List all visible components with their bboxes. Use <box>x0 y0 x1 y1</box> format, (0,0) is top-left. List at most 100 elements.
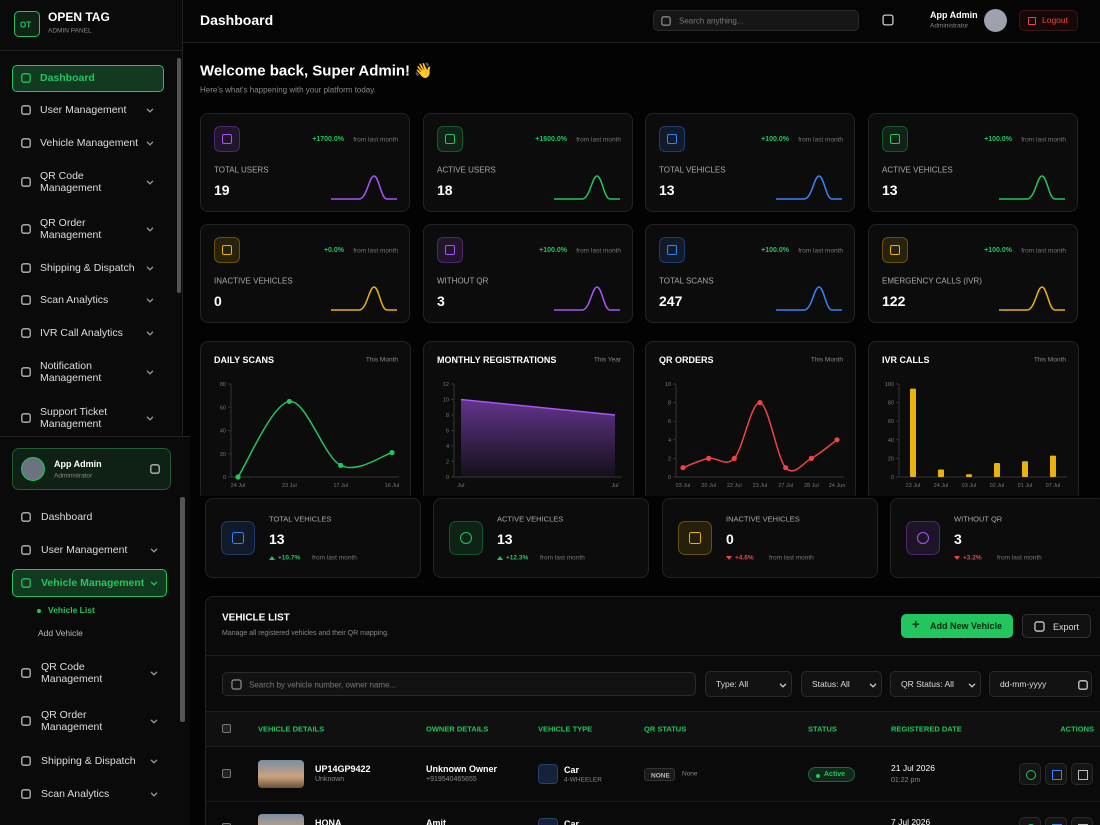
icon <box>21 367 31 377</box>
chart-subtitle: This Month <box>810 356 843 364</box>
x-tick-label: 23 Jul <box>753 483 768 489</box>
icon <box>1034 621 1045 632</box>
filter[interactable]: Type: All <box>705 671 792 697</box>
table-search[interactable]: Search by vehicle number, owner name... <box>222 672 696 696</box>
icon <box>21 756 31 766</box>
vstat-change: +12.3% <box>506 554 529 562</box>
action-button[interactable] <box>1071 763 1093 785</box>
y-tick-label: 80 <box>220 382 226 388</box>
logo-text: OT <box>20 20 32 30</box>
icon-shape <box>21 138 31 148</box>
checkbox[interactable] <box>222 724 231 733</box>
vehicle-type: Car <box>564 764 580 775</box>
action-button[interactable] <box>1019 817 1041 825</box>
x-tick-label: 23 Jul <box>906 483 921 489</box>
filter[interactable]: QR Status: All <box>890 671 981 697</box>
user-card[interactable]: App Admin Administrator <box>12 448 171 490</box>
icon-shape <box>231 679 242 690</box>
chevron <box>146 298 154 303</box>
chevron <box>869 683 877 688</box>
action-button[interactable] <box>1071 817 1093 825</box>
chart-title: QR ORDERS <box>659 354 714 365</box>
list-subtitle: Manage all registered vehicles and their… <box>222 629 389 637</box>
bar <box>910 388 916 477</box>
stat-icon <box>882 237 908 263</box>
stat-change: +100.0% <box>984 246 1012 254</box>
x-tick-label: Jul <box>611 483 618 489</box>
vstat-value: 3 <box>954 530 962 547</box>
chevron <box>150 759 158 764</box>
chevron <box>150 671 158 676</box>
icon-shape <box>21 177 31 187</box>
vehicle-stat-card: TOTAL VEHICLES 13 +10.7% from last month <box>205 498 421 578</box>
status-text: Active <box>824 770 846 778</box>
icon <box>882 14 894 26</box>
nav-active <box>12 65 164 92</box>
vehicle-thumbnail <box>258 814 304 825</box>
plus: + <box>912 616 920 632</box>
divider <box>0 50 183 51</box>
icon <box>21 716 31 726</box>
icon <box>150 719 158 724</box>
filter[interactable]: Status: All <box>801 671 882 697</box>
filter[interactable]: dd-mm-yyyy <box>989 671 1092 697</box>
vstat-icon <box>221 521 255 555</box>
sparkline <box>776 286 842 311</box>
action-button[interactable] <box>1019 763 1041 785</box>
chart-card: MONTHLY REGISTRATIONS This Year 0 2 4 6 8 10 12 J… <box>423 341 634 501</box>
vstat-change: +10.7% <box>278 554 301 562</box>
y-tick-label: 4 <box>668 438 671 444</box>
checkbox[interactable] <box>222 823 231 825</box>
export-button[interactable]: Export <box>1022 614 1091 638</box>
stat-icon-glyph <box>445 245 455 255</box>
icon-shape <box>21 512 31 522</box>
vehicle-number: HONA <box>315 817 342 825</box>
stat-change: +1700.0% <box>312 135 344 143</box>
stat-icon-glyph <box>222 134 232 144</box>
search-box[interactable]: Search anything... <box>653 10 859 31</box>
x-tick-label: 01 Jul <box>1018 483 1033 489</box>
stat-icon-glyph <box>667 134 677 144</box>
icon <box>150 464 160 474</box>
stat-note: from last month <box>576 136 621 144</box>
avatar <box>21 457 45 481</box>
stat-label: TOTAL VEHICLES <box>659 165 726 175</box>
action-glyph <box>1078 770 1088 780</box>
x-tick-label: 24 Jun <box>829 483 846 489</box>
stat-value: 13 <box>659 181 675 198</box>
brand-name: OPEN TAG <box>48 10 110 25</box>
checkbox[interactable] <box>222 769 231 778</box>
action-button[interactable] <box>1045 817 1067 825</box>
bar <box>966 474 972 477</box>
icon <box>968 683 976 688</box>
chart-card: QR ORDERS This Month 0 2 4 6 8 10 03 Jul 20 Jul 22… <box>645 341 856 501</box>
vehicle-stat-card: WITHOUT QR 3 +3.2% from last month <box>890 498 1100 578</box>
vehicle-stat-card: INACTIVE VEHICLES 0 +4.6% from last month <box>662 498 878 578</box>
area <box>461 399 615 477</box>
add-button[interactable]: Add New Vehicle + <box>901 614 1013 638</box>
point <box>757 400 763 406</box>
logout-button[interactable]: Logout <box>1019 10 1078 31</box>
sparkline-path <box>554 286 620 311</box>
vstat-icon-glyph <box>232 532 244 544</box>
y-tick-label: 8 <box>446 413 449 419</box>
column-header: STATUS <box>808 724 837 734</box>
welcome-subtitle: Here's what's happening with your platfo… <box>200 85 376 95</box>
stat-label: TOTAL SCANS <box>659 276 714 286</box>
chevron <box>146 331 154 336</box>
icon-shape <box>21 263 31 273</box>
sparkline-path <box>331 286 397 311</box>
action-button[interactable] <box>1045 763 1067 785</box>
icon-shape <box>21 73 31 83</box>
icon <box>21 545 31 555</box>
icon <box>146 227 154 232</box>
x-tick-label: 16 Jul <box>385 483 400 489</box>
sparkline <box>331 175 397 200</box>
chevron <box>968 683 976 688</box>
icon-shape <box>21 756 31 766</box>
y-tick-label: 8 <box>668 401 671 407</box>
y-tick-label: 6 <box>668 419 671 425</box>
add-button-text: Add New Vehicle <box>930 620 1003 631</box>
vstat-note: from last month <box>540 554 585 562</box>
sparkline-path <box>554 175 620 200</box>
